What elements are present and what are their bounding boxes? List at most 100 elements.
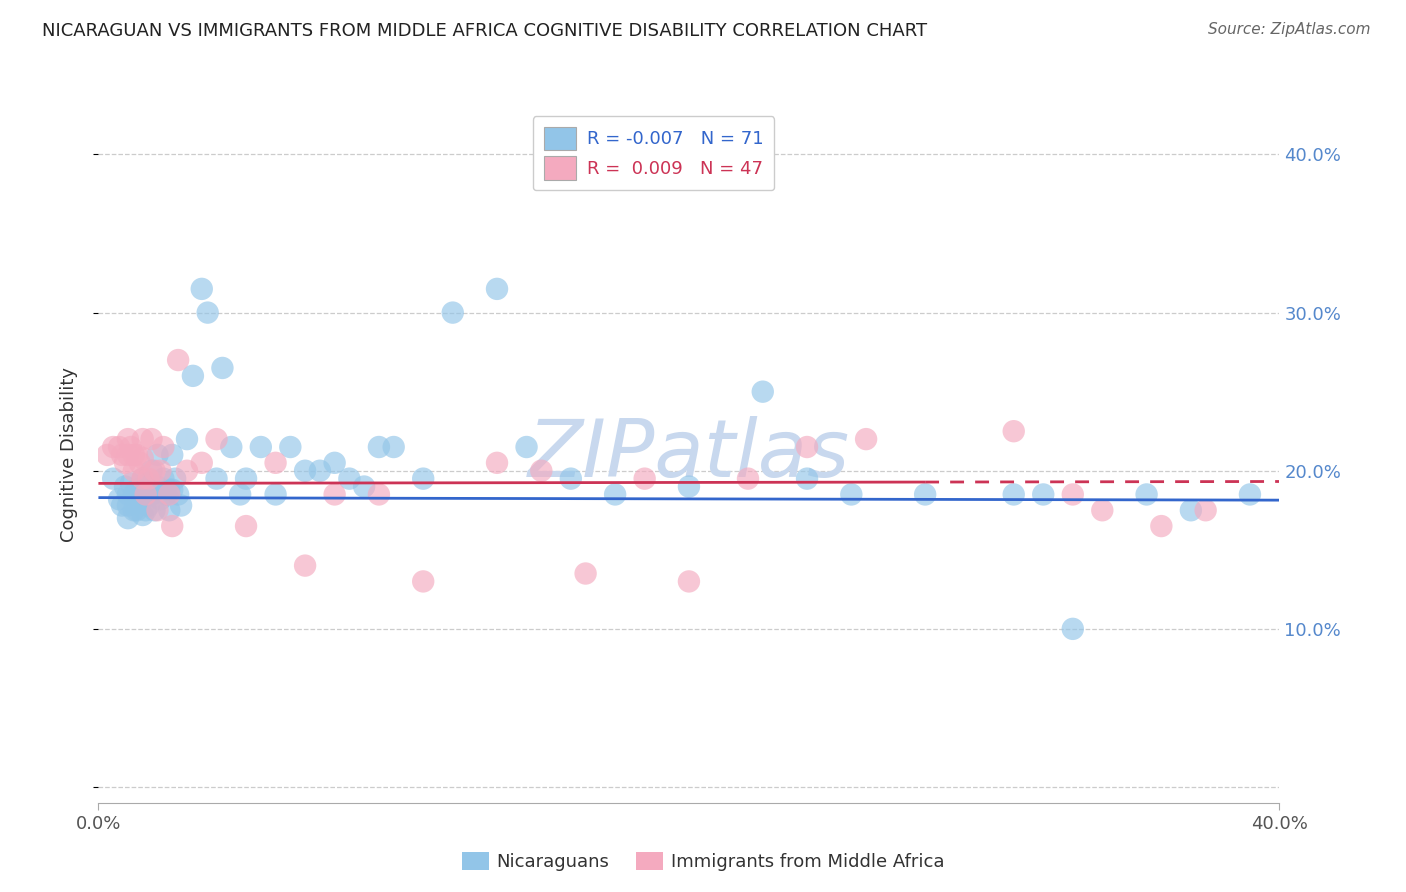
Point bbox=[339, 472, 360, 486]
Point bbox=[368, 487, 391, 501]
Point bbox=[103, 440, 125, 454]
Point bbox=[1135, 487, 1157, 501]
Point bbox=[229, 487, 252, 501]
Point bbox=[152, 440, 174, 454]
Point bbox=[117, 432, 139, 446]
Point bbox=[678, 479, 700, 493]
Point bbox=[235, 519, 257, 533]
Point bbox=[111, 499, 134, 513]
Point bbox=[1032, 487, 1054, 501]
Point bbox=[120, 440, 142, 454]
Point bbox=[114, 479, 136, 493]
Point bbox=[1150, 519, 1173, 533]
Point bbox=[162, 483, 183, 497]
Point bbox=[574, 566, 596, 581]
Point bbox=[264, 487, 287, 501]
Point bbox=[219, 440, 242, 454]
Point bbox=[165, 472, 187, 486]
Point bbox=[205, 472, 228, 486]
Point bbox=[633, 472, 655, 486]
Point bbox=[323, 487, 346, 501]
Point bbox=[132, 472, 155, 486]
Point bbox=[96, 448, 118, 462]
Point bbox=[278, 440, 302, 454]
Point bbox=[368, 440, 391, 454]
Point bbox=[737, 472, 759, 486]
Point bbox=[135, 503, 157, 517]
Point bbox=[176, 432, 198, 446]
Point bbox=[103, 472, 125, 486]
Point bbox=[132, 508, 155, 522]
Point bbox=[176, 464, 198, 478]
Point bbox=[1002, 424, 1025, 438]
Point bbox=[1195, 503, 1218, 517]
Point bbox=[117, 448, 139, 462]
Point bbox=[143, 464, 166, 478]
Point bbox=[382, 440, 405, 454]
Point bbox=[141, 464, 163, 478]
Point bbox=[1062, 622, 1084, 636]
Point bbox=[250, 440, 273, 454]
Point bbox=[132, 472, 155, 486]
Point bbox=[135, 483, 157, 497]
Point bbox=[138, 476, 160, 491]
Point bbox=[122, 487, 145, 501]
Point bbox=[264, 456, 287, 470]
Point bbox=[167, 487, 190, 501]
Point bbox=[914, 487, 936, 501]
Point bbox=[1180, 503, 1202, 517]
Point bbox=[141, 432, 163, 446]
Point bbox=[108, 492, 131, 507]
Point bbox=[157, 483, 180, 497]
Point bbox=[515, 440, 537, 454]
Point bbox=[191, 282, 214, 296]
Point bbox=[162, 448, 183, 462]
Point bbox=[412, 472, 434, 486]
Point bbox=[530, 464, 553, 478]
Point bbox=[197, 305, 219, 319]
Point bbox=[128, 495, 150, 509]
Point bbox=[181, 368, 204, 383]
Point bbox=[138, 499, 160, 513]
Legend: R = -0.007   N = 71, R =  0.009   N = 47: R = -0.007 N = 71, R = 0.009 N = 47 bbox=[533, 116, 775, 191]
Point bbox=[560, 472, 582, 486]
Point bbox=[108, 440, 131, 454]
Legend: Nicaraguans, Immigrants from Middle Africa: Nicaraguans, Immigrants from Middle Afri… bbox=[454, 845, 952, 879]
Point bbox=[138, 472, 160, 486]
Text: NICARAGUAN VS IMMIGRANTS FROM MIDDLE AFRICA COGNITIVE DISABILITY CORRELATION CHA: NICARAGUAN VS IMMIGRANTS FROM MIDDLE AFR… bbox=[42, 22, 928, 40]
Point bbox=[143, 503, 166, 517]
Point bbox=[1062, 487, 1084, 501]
Point bbox=[170, 499, 193, 513]
Point bbox=[152, 472, 174, 486]
Point bbox=[132, 432, 155, 446]
Point bbox=[117, 511, 139, 525]
Point bbox=[120, 476, 142, 491]
Point bbox=[122, 448, 145, 462]
Point bbox=[855, 432, 877, 446]
Point bbox=[125, 483, 148, 497]
Point bbox=[1091, 503, 1114, 517]
Point bbox=[796, 440, 818, 454]
Point bbox=[191, 456, 214, 470]
Point bbox=[751, 384, 773, 399]
Point bbox=[135, 487, 157, 501]
Point bbox=[412, 574, 434, 589]
Point bbox=[678, 574, 700, 589]
Point bbox=[141, 487, 163, 501]
Point bbox=[149, 464, 172, 478]
Text: Source: ZipAtlas.com: Source: ZipAtlas.com bbox=[1208, 22, 1371, 37]
Point bbox=[486, 456, 509, 470]
Y-axis label: Cognitive Disability: Cognitive Disability bbox=[59, 368, 77, 542]
Point bbox=[294, 464, 316, 478]
Point bbox=[122, 464, 145, 478]
Text: ZIPatlas: ZIPatlas bbox=[527, 416, 851, 494]
Point bbox=[486, 282, 509, 296]
Point bbox=[323, 456, 346, 470]
Point bbox=[796, 472, 818, 486]
Point bbox=[1239, 487, 1261, 501]
Point bbox=[205, 432, 228, 446]
Point bbox=[146, 448, 169, 462]
Point bbox=[309, 464, 332, 478]
Point bbox=[125, 503, 148, 517]
Point bbox=[353, 479, 375, 493]
